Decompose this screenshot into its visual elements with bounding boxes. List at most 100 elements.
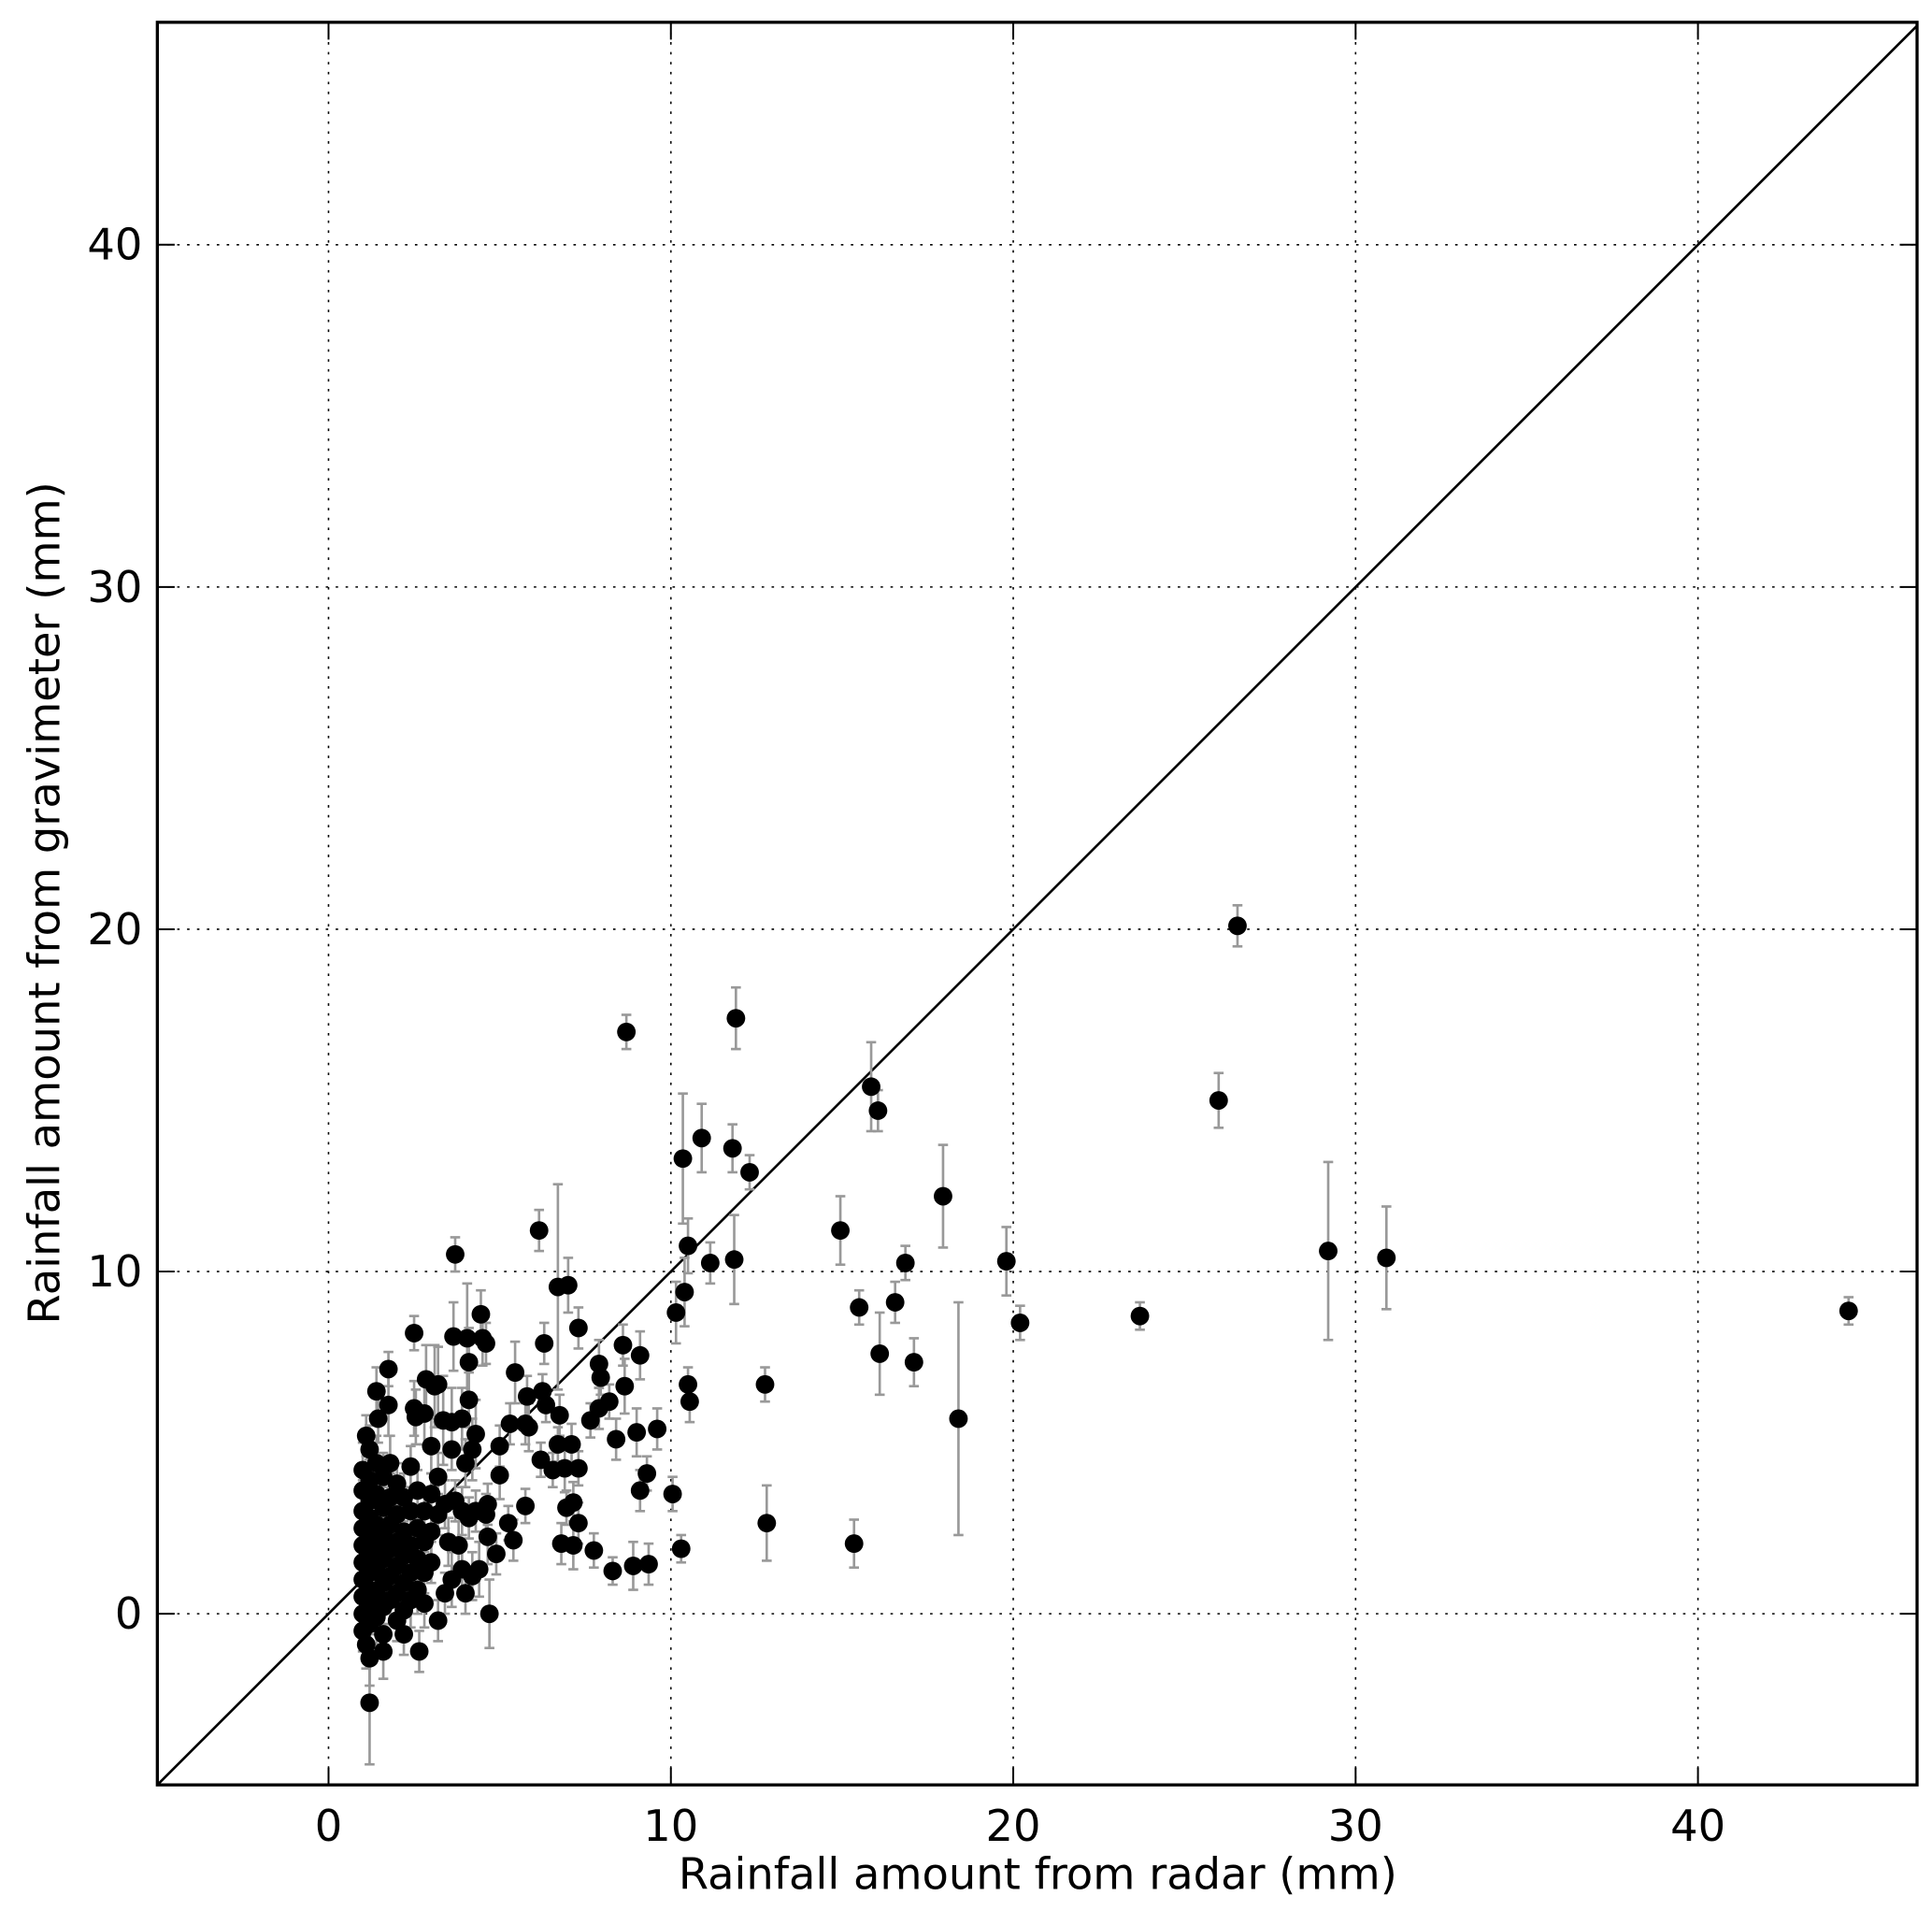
data-point: [757, 1514, 777, 1533]
data-point: [416, 1370, 436, 1389]
data-point: [456, 1584, 475, 1603]
data-point: [368, 1409, 388, 1429]
data-point: [724, 1250, 744, 1270]
data-point: [531, 1450, 551, 1470]
data-point: [473, 1328, 493, 1348]
data-point: [374, 1642, 394, 1661]
data-point: [408, 1580, 427, 1600]
data-point: [490, 1465, 509, 1485]
reference-line-y-equals-x: [156, 24, 1918, 1787]
data-point: [550, 1405, 569, 1425]
data-point: [394, 1625, 413, 1644]
data-point: [599, 1392, 619, 1412]
data-point: [934, 1186, 952, 1206]
data-point: [607, 1429, 626, 1449]
plot-frame: [155, 21, 1919, 1787]
data-point: [490, 1436, 509, 1456]
data-point: [500, 1415, 520, 1433]
data-point: [422, 1436, 441, 1456]
x-tick-label: 10: [643, 1801, 698, 1851]
data-point: [700, 1253, 720, 1272]
data-point: [456, 1454, 475, 1473]
data-point: [401, 1457, 421, 1476]
data-point: [517, 1386, 537, 1406]
data-point: [466, 1425, 485, 1443]
data-point: [444, 1327, 464, 1346]
x-tick-label: 0: [315, 1801, 343, 1851]
data-point: [428, 1467, 448, 1486]
data-point: [360, 1440, 379, 1459]
y-tick-label: 0: [115, 1588, 142, 1639]
data-point: [862, 1077, 880, 1097]
data-point: [409, 1642, 429, 1661]
data-point: [623, 1556, 643, 1575]
data-point: [692, 1128, 711, 1148]
data-point: [1228, 916, 1247, 936]
data-point: [442, 1440, 462, 1459]
data-point: [1319, 1242, 1338, 1261]
ticks: 0 10 20 30 40 0 10 20 30 40: [87, 22, 1918, 1851]
data-point: [1010, 1314, 1030, 1332]
data-point: [529, 1221, 549, 1241]
data-point: [506, 1363, 525, 1382]
data-point: [726, 1009, 746, 1028]
data-point: [415, 1594, 434, 1614]
data-point: [589, 1354, 608, 1373]
data-point: [366, 1454, 386, 1473]
y-tick-label: 40: [87, 220, 142, 270]
x-tick-label: 30: [1328, 1801, 1383, 1851]
data-point: [463, 1440, 482, 1459]
data-point: [436, 1584, 454, 1603]
data-point: [469, 1559, 489, 1579]
data-point: [740, 1162, 759, 1182]
y-tick-label: 20: [87, 904, 142, 955]
data-point: [504, 1530, 523, 1550]
data-point: [663, 1485, 682, 1503]
data-point: [844, 1534, 864, 1554]
data-point: [557, 1498, 576, 1517]
data-point: [374, 1467, 394, 1486]
data-points: [353, 916, 1858, 1713]
data-point: [548, 1277, 567, 1297]
data-point: [603, 1561, 623, 1581]
data-point: [422, 1522, 441, 1542]
data-point: [516, 1496, 536, 1515]
data-point: [673, 1149, 693, 1169]
y-tick-label: 10: [87, 1246, 142, 1297]
data-point: [666, 1303, 686, 1322]
data-point: [477, 1505, 495, 1524]
data-point: [401, 1563, 421, 1583]
data-point: [535, 1333, 554, 1353]
y-tick-label: 30: [87, 562, 142, 612]
data-point: [680, 1392, 699, 1412]
data-point: [471, 1304, 491, 1324]
data-point: [870, 1343, 890, 1363]
data-point: [457, 1328, 477, 1348]
data-point: [459, 1353, 479, 1372]
data-point: [360, 1648, 379, 1668]
data-point: [548, 1434, 567, 1454]
data-point: [401, 1501, 421, 1521]
data-point: [519, 1417, 538, 1437]
data-point: [1130, 1306, 1150, 1326]
y-axis-label: Rainfall amount from gravimeter (mm): [20, 481, 70, 1324]
data-point: [422, 1553, 441, 1573]
data-point: [868, 1101, 888, 1120]
data-point: [380, 1454, 400, 1473]
data-point: [1839, 1301, 1858, 1321]
data-point: [568, 1458, 588, 1478]
data-point: [551, 1534, 571, 1554]
data-point: [755, 1374, 775, 1394]
data-point: [895, 1253, 915, 1272]
data-point: [405, 1399, 423, 1418]
x-axis-label: Rainfall amount from radar (mm): [679, 1848, 1397, 1899]
data-point: [379, 1359, 398, 1379]
data-point: [675, 1283, 694, 1301]
data-point: [617, 1022, 637, 1041]
data-point: [613, 1335, 633, 1355]
data-point: [831, 1221, 851, 1241]
data-point: [434, 1411, 453, 1430]
data-point: [422, 1485, 441, 1503]
data-point: [671, 1539, 691, 1558]
